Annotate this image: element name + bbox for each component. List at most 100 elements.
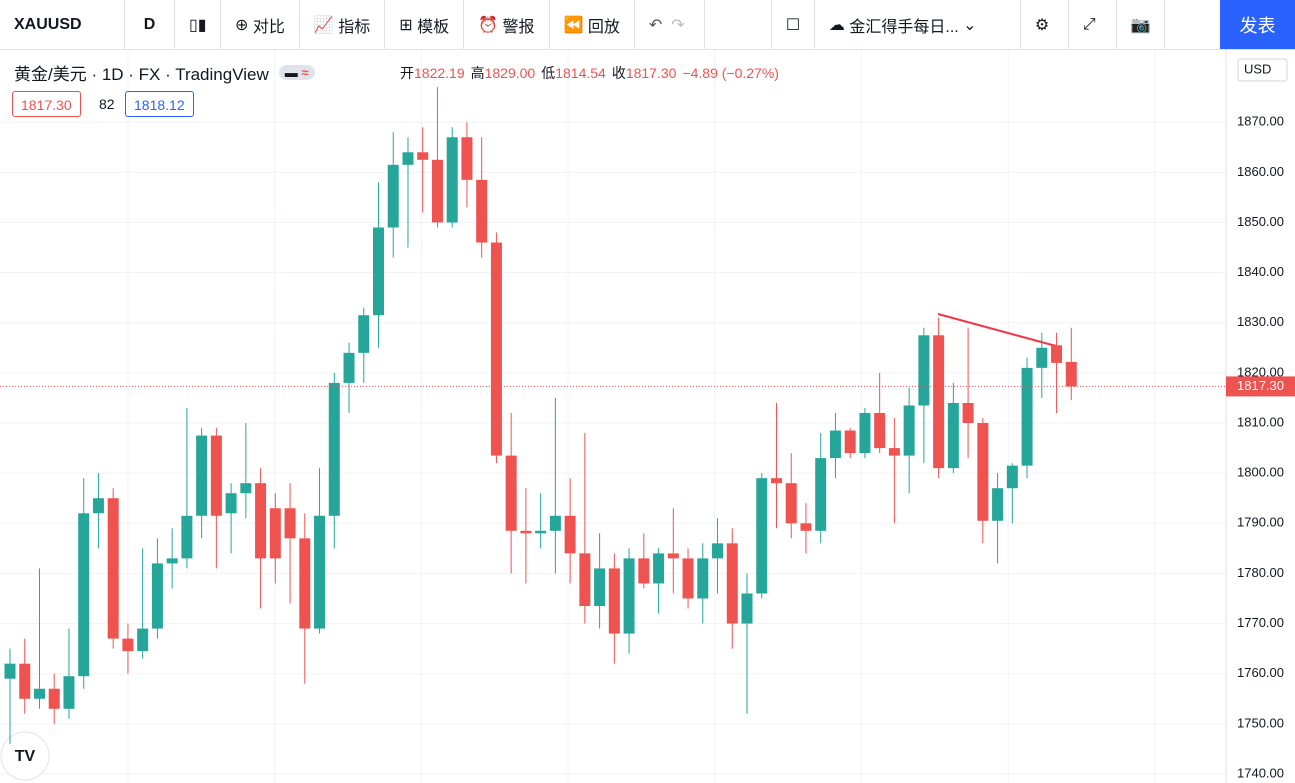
ohlc: 开1822.19 高1829.00 低1814.54 收1817.30 −4.89 (−… <box>400 63 785 83</box>
candle-body <box>697 558 709 599</box>
candle-body <box>1036 347 1048 368</box>
toolbar: XAUUSD D ▯▮ ⊕ 对比 📈 指标 ⊞ 模板 ⏰ 警报 ⏪ 回放 ↶ ↷… <box>0 0 1295 50</box>
currency-box[interactable] <box>1237 58 1288 82</box>
candle-body <box>402 152 414 165</box>
alerts[interactable]: ⏰ 警报 <box>464 0 550 49</box>
sell-price: 1817.30 <box>12 91 81 117</box>
candle-body <box>1051 345 1063 363</box>
candle-body <box>520 530 532 534</box>
toggle[interactable]: ▬ ≈ <box>278 65 315 80</box>
indicator-icon[interactable]: ▯▮ <box>175 0 221 49</box>
indicators[interactable]: 📈 指标 <box>300 0 386 49</box>
select[interactable]: ☐ <box>770 0 815 49</box>
snapshot[interactable]: 📷 <box>1117 0 1165 49</box>
candle-body <box>770 478 782 484</box>
candle-body <box>564 515 576 554</box>
candle-body <box>284 508 296 539</box>
candle-body <box>579 553 591 607</box>
candle-body <box>137 628 149 652</box>
symbol[interactable]: XAUUSD <box>0 0 125 49</box>
chart: USD TV 1740.00 1750.00 1760.00 1770.00 1780.… <box>0 50 1295 783</box>
candle-body <box>314 515 326 629</box>
candle-body <box>343 352 355 383</box>
candle-body <box>92 498 104 514</box>
fullscreen[interactable]: ⤢ <box>1069 0 1117 49</box>
candle-body <box>225 493 237 514</box>
candle-body <box>888 448 900 456</box>
y-tick-label: 1870.00 <box>1237 114 1284 129</box>
y-tick-label: 1830.00 <box>1237 314 1284 329</box>
candle-body <box>240 483 252 494</box>
interval[interactable]: D <box>125 0 175 49</box>
candle-body <box>741 593 753 624</box>
label: 模板 <box>417 18 450 36</box>
currency: USD <box>1244 61 1271 76</box>
candle-body <box>933 335 945 469</box>
candle-body <box>4 663 16 679</box>
candle-body <box>446 137 458 223</box>
candle-body <box>181 515 193 559</box>
candle-body <box>800 523 812 531</box>
settings[interactable]: ⚙ <box>1021 0 1069 49</box>
candle-body <box>505 455 517 531</box>
spread: 82 <box>99 96 115 112</box>
replay[interactable]: ⏪ 回放 <box>550 0 635 49</box>
y-tick-label: 1810.00 <box>1237 414 1284 429</box>
label: 对比 <box>252 18 285 36</box>
publish-button[interactable]: 发表 <box>1220 0 1295 49</box>
logo-mark: TV <box>15 748 36 765</box>
y-tick-label: 1770.00 <box>1237 615 1284 630</box>
label: 金汇得手每日... <box>849 18 959 36</box>
y-tick-label: 1760.00 <box>1237 665 1284 680</box>
undo-redo[interactable]: ↶ ↷ <box>635 0 705 49</box>
candle-body <box>122 638 134 652</box>
candle-body <box>1006 465 1018 489</box>
ohlc-value: 1829.00 <box>484 65 536 81</box>
ohlc-label: 低 <box>541 65 556 81</box>
candle-body <box>490 242 502 456</box>
legend: 黄金/美元 · 1D · FX · TradingView ▬ ≈ <box>14 60 315 85</box>
layout[interactable]: ☁ 金汇得手每日... ⌄ <box>815 0 1021 49</box>
candle-body <box>328 382 340 516</box>
y-tick-label: 1740.00 <box>1237 765 1284 780</box>
templates[interactable]: ⊞ 模板 <box>385 0 465 49</box>
ohlc-value: 1822.19 <box>414 65 465 81</box>
ohlc-value: 1814.54 <box>555 65 606 81</box>
label: 回放 <box>587 18 620 36</box>
candle-body <box>461 137 473 180</box>
candle-body <box>255 483 267 559</box>
candle-body <box>269 508 281 559</box>
candle-body <box>210 435 222 516</box>
y-tick-label: 1750.00 <box>1237 715 1284 730</box>
candle-body <box>476 179 488 243</box>
candle-body <box>1021 367 1033 466</box>
logo <box>0 731 50 781</box>
candle-body <box>682 558 694 599</box>
candle-body <box>756 478 768 594</box>
y-tick-label: 1820.00 <box>1237 364 1284 379</box>
candle-body <box>962 402 974 424</box>
candle-body <box>653 553 665 584</box>
candle-body <box>874 412 886 449</box>
candle-body <box>535 530 547 534</box>
change: −4.89 (−0.27%) <box>682 65 779 81</box>
ohlc-label: 开 <box>400 65 414 81</box>
candle-body <box>844 430 856 454</box>
candle-body <box>358 315 370 353</box>
compare[interactable]: ⊕ 对比 <box>221 0 300 49</box>
candle-body <box>815 458 827 531</box>
ohlc-label: 高 <box>470 65 485 81</box>
candle-body <box>151 563 163 629</box>
candle-body <box>992 488 1004 521</box>
candle-body <box>594 568 606 607</box>
candle-body <box>903 405 915 456</box>
candle-body <box>1065 361 1077 387</box>
candle-body <box>373 227 384 316</box>
candle-body <box>431 159 443 223</box>
trend-line <box>937 313 1057 347</box>
candle-body <box>947 402 959 469</box>
candle-body <box>107 498 119 639</box>
candle-body <box>918 335 930 406</box>
legend-title: 黄金/美元 · 1D · FX · TradingView <box>14 65 269 84</box>
candle-body <box>726 543 738 624</box>
